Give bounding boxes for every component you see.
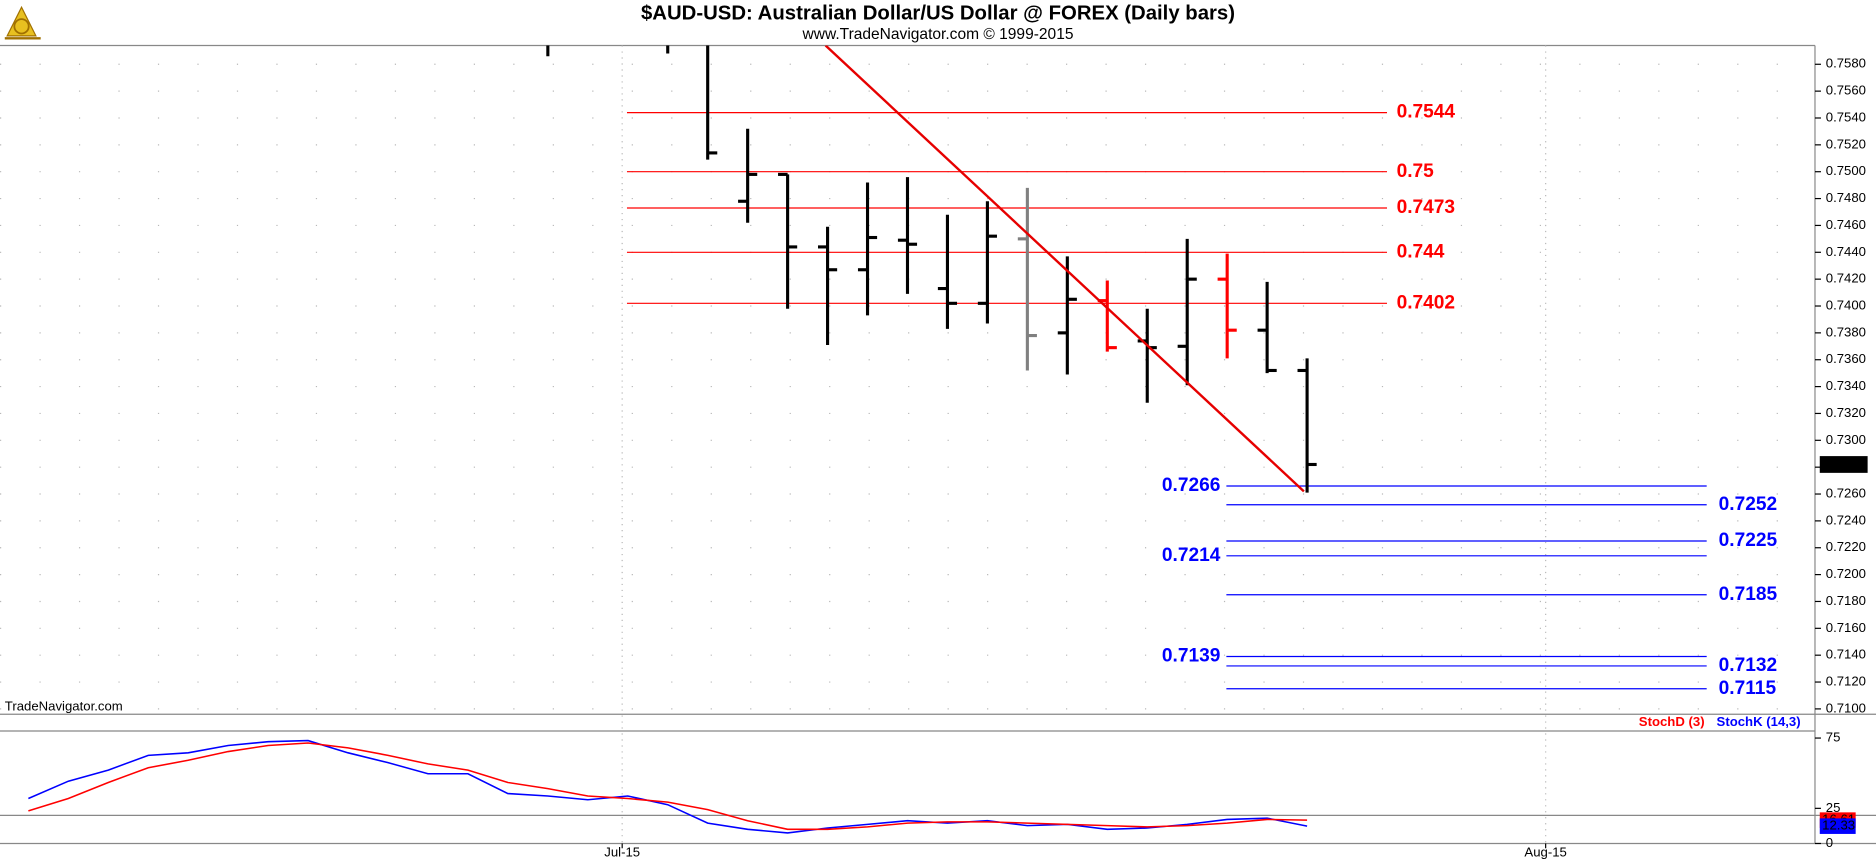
x-tick-label: Jul-15 xyxy=(604,845,640,860)
chart-title: $AUD-USD: Australian Dollar/US Dollar @ … xyxy=(641,3,1235,25)
y-tick-label: 0.7140 xyxy=(1826,647,1866,662)
stoch-line xyxy=(28,742,1308,831)
y-tick-label: 0.7380 xyxy=(1826,324,1866,339)
level-label: 0.75 xyxy=(1397,161,1435,182)
trendline xyxy=(824,45,1305,493)
y-tick-label: 0.7560 xyxy=(1826,83,1866,98)
level-label: 0.7252 xyxy=(1719,494,1778,515)
price-plot xyxy=(546,45,1317,493)
last-price-box xyxy=(1819,456,1868,473)
y-tick-label: 0.7500 xyxy=(1826,163,1866,178)
y-tick-label: 0.7460 xyxy=(1826,217,1866,232)
y-tick-label: 0.7340 xyxy=(1826,378,1866,393)
last-value-label: 12.33 xyxy=(1822,818,1855,833)
chart-subtitle: www.TradeNavigator.com © 1999-2015 xyxy=(802,26,1074,43)
y-tick-label: 0 xyxy=(1826,835,1833,850)
annotation-layer: 0.7544 0.75 0.7473 0.744 0.7402 0.7266 0.7252 0… xyxy=(1162,102,1868,834)
y-tick-label: 0.7220 xyxy=(1826,539,1866,554)
level-label: 0.7473 xyxy=(1397,197,1455,218)
last-price-label: 0.7282 xyxy=(1822,456,1862,471)
x-tick-label: Aug-15 xyxy=(1524,845,1566,860)
level-label: 0.744 xyxy=(1397,241,1445,262)
y-tick-label: 0.7580 xyxy=(1826,56,1866,71)
level-label: 0.7132 xyxy=(1719,655,1778,676)
y-tick-label: 0.7520 xyxy=(1826,136,1866,151)
y-tick-label: 0.7260 xyxy=(1826,485,1866,500)
stoch-line xyxy=(28,739,1308,834)
y-tick-label: 0.7420 xyxy=(1826,271,1866,286)
grid-layer: 0.7100 0.7120 0.7140 0.7160 0.7180 0.7200 0.72… xyxy=(0,45,1876,860)
y-tick-label: 0.7100 xyxy=(1826,700,1866,715)
y-tick-label: 0.7120 xyxy=(1826,674,1866,689)
legend-entry: StochK (14,3) xyxy=(1717,714,1801,729)
y-tick-label: 0.7200 xyxy=(1826,566,1866,581)
level-label: 0.7139 xyxy=(1162,646,1221,667)
level-label: 0.7225 xyxy=(1719,530,1778,551)
y-tick-label: 0.7180 xyxy=(1826,593,1866,608)
y-tick-label: 0.7540 xyxy=(1826,109,1866,124)
level-label: 0.7266 xyxy=(1162,475,1221,496)
y-tick-label: 0.7400 xyxy=(1826,297,1866,312)
level-label: 0.7544 xyxy=(1397,102,1456,123)
y-tick-label: 0.7480 xyxy=(1826,190,1866,205)
level-label: 0.7185 xyxy=(1719,584,1778,605)
y-tick-label: 75 xyxy=(1826,730,1841,745)
y-tick-label: 25 xyxy=(1826,800,1841,815)
last-value-box xyxy=(1819,818,1856,834)
y-tick-label: 0.7160 xyxy=(1826,620,1866,635)
y-tick-label: 0.7320 xyxy=(1826,405,1866,420)
watermark: TradeNavigator.com xyxy=(5,699,123,714)
level-label: 0.7115 xyxy=(1719,678,1777,699)
level-label: 0.7402 xyxy=(1397,292,1455,313)
y-tick-label: 0.7300 xyxy=(1826,432,1866,447)
legend-entry: StochD (3) xyxy=(1639,714,1705,729)
logo xyxy=(4,5,41,40)
y-tick-label: 0.7240 xyxy=(1826,512,1866,527)
level-label: 0.7214 xyxy=(1162,545,1221,566)
y-tick-label: 0.7360 xyxy=(1826,351,1866,366)
y-tick-label: 0.7440 xyxy=(1826,244,1866,259)
